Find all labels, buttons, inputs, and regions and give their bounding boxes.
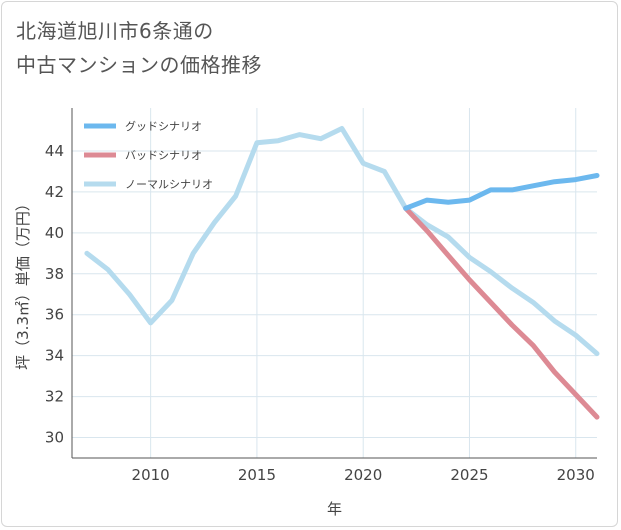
- y-tick-label: 36: [45, 306, 64, 324]
- y-tick-label: 42: [45, 183, 64, 201]
- y-tick-label: 34: [45, 347, 64, 365]
- y-tick-label: 44: [45, 142, 64, 160]
- series-line-2: [84, 126, 600, 357]
- x-tick-label: 2020: [344, 466, 382, 484]
- legend-label-1: バッドシナリオ: [125, 149, 202, 162]
- y-tick-label: 30: [45, 429, 64, 447]
- series-line-0: [403, 173, 600, 211]
- x-axis-title: 年: [327, 500, 342, 518]
- y-tick-label: 38: [45, 265, 64, 283]
- legend-label-0: グッドシナリオ: [125, 119, 202, 133]
- chart-title-line2: 中古マンションの価格推移: [16, 53, 262, 77]
- y-tick-label: 32: [45, 388, 64, 406]
- chart-title: 北海道旭川市6条通の 中古マンションの価格推移: [16, 14, 262, 82]
- x-tick-label: 2015: [238, 466, 276, 484]
- x-tick-label: 2025: [450, 466, 488, 484]
- chart-title-line1: 北海道旭川市6条通の: [16, 19, 214, 43]
- legend-label-2: ノーマルシナリオ: [125, 178, 213, 191]
- y-axis-title: 坪（3.3㎡）単価（万円）: [14, 196, 32, 370]
- x-tick-label: 2030: [557, 466, 595, 484]
- series-line-1: [403, 205, 600, 420]
- x-tick-label: 2010: [132, 466, 170, 484]
- y-tick-label: 40: [45, 224, 64, 242]
